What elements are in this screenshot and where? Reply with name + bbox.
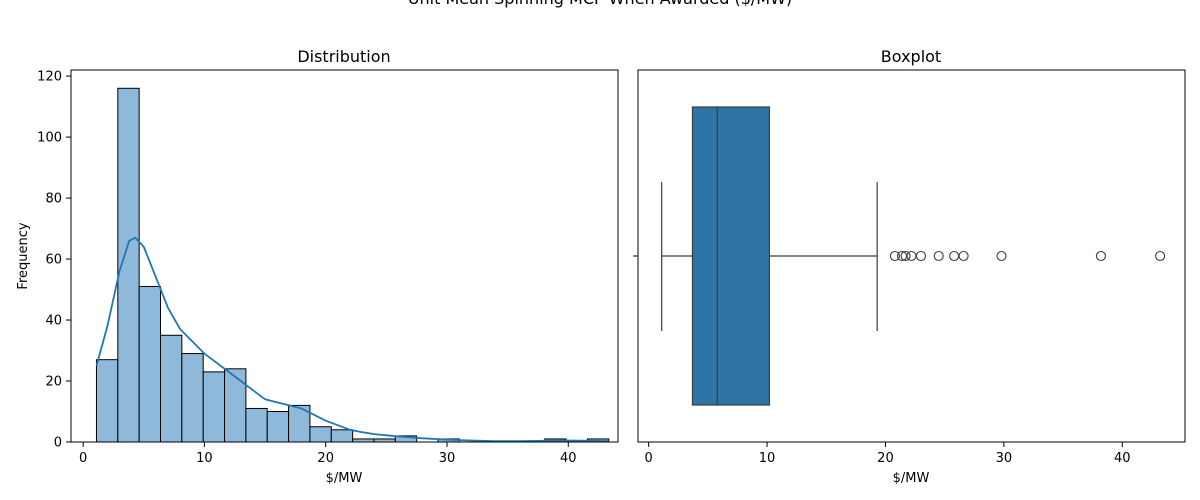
boxplot-outlier <box>906 250 917 262</box>
histogram-ytick-label: 20 <box>45 375 62 390</box>
boxplot-outlier <box>889 250 900 262</box>
boxplot-xtick-label: 0 <box>645 451 653 466</box>
histogram-bar <box>224 368 247 443</box>
boxplot-panel: Boxplot 0 10 20 30 40 $/MW <box>633 47 1186 486</box>
histogram-ytick-label: 0 <box>54 436 62 451</box>
figure-suptitle: Unit Mean Spinning MCP When Awarded ($/M… <box>408 0 792 8</box>
histogram-bar <box>330 429 354 443</box>
histogram-bar <box>181 353 204 443</box>
boxplot-title: Boxplot <box>881 47 941 66</box>
histogram-ylabel: Frequency <box>16 222 31 289</box>
boxplot-xtick-label: 30 <box>996 451 1013 466</box>
boxplot-outlier <box>949 250 960 262</box>
histogram-bar <box>160 334 183 443</box>
histogram-ytick-label: 80 <box>45 192 62 207</box>
boxplot-elements <box>661 106 1166 406</box>
boxplot-outlier <box>1155 250 1166 262</box>
histogram-axes-frame <box>70 69 619 443</box>
histogram-bar <box>95 359 119 443</box>
boxplot-outlier <box>996 250 1007 262</box>
boxplot-xlabel: $/MW <box>893 471 930 486</box>
histogram-bar <box>138 285 162 443</box>
histogram-ytick-label: 100 <box>37 131 62 146</box>
boxplot-xtick-label: 10 <box>759 451 776 466</box>
boxplot-outlier <box>900 250 911 262</box>
histogram-xtick-label: 0 <box>79 451 87 466</box>
boxplot-outlier <box>958 250 969 262</box>
histogram-panel: Distribution 0 10 20 30 40 0 20 40 60 80 100 120 $… <box>16 47 619 486</box>
boxplot-xtick-label: 20 <box>877 451 894 466</box>
boxplot-outlier <box>933 250 944 262</box>
histogram-bar <box>309 426 332 443</box>
histogram-xtick-label: 40 <box>560 451 577 466</box>
histogram-bar <box>202 371 226 443</box>
histogram-xlabel: $/MW <box>326 471 363 486</box>
histogram-ytick-label: 120 <box>37 70 62 85</box>
histogram-xtick-label: 20 <box>317 451 334 466</box>
histogram-ytick-label: 40 <box>45 314 62 329</box>
histogram-ytick-label: 60 <box>45 253 62 268</box>
histogram-xtick-label: 10 <box>196 451 213 466</box>
histogram-bars <box>95 87 610 443</box>
boxplot-xtick-label: 40 <box>1114 451 1131 466</box>
boxplot-outlier <box>1095 250 1106 262</box>
histogram-title: Distribution <box>297 47 390 66</box>
boxplot-outlier <box>915 250 927 262</box>
kde-line <box>95 236 609 442</box>
histogram-bar <box>245 407 268 443</box>
histogram-xtick-label: 30 <box>439 451 456 466</box>
boxplot-box <box>691 106 771 406</box>
histogram-bar <box>266 411 290 443</box>
